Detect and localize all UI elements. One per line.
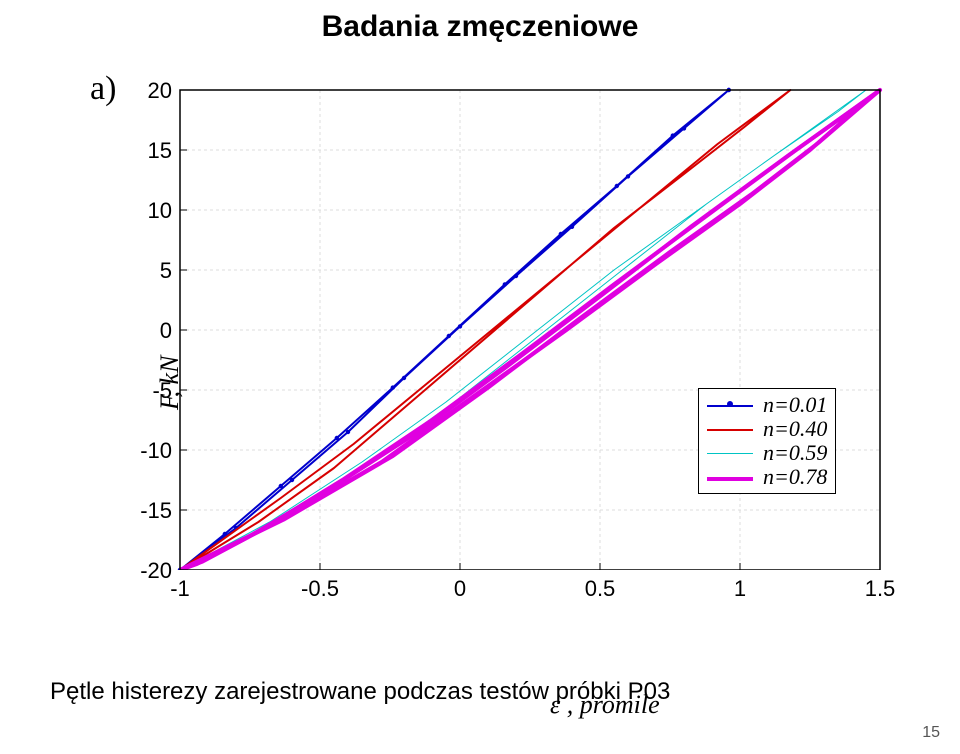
y-tick: 20 (122, 78, 172, 104)
panel-label: a) (90, 70, 116, 108)
x-tick: -1 (150, 576, 210, 602)
page-number: 15 (922, 724, 940, 742)
legend-swatch (707, 395, 753, 415)
y-tick: 5 (122, 258, 172, 284)
x-axis-label: ε , promile (550, 690, 660, 720)
x-tick: 0 (430, 576, 490, 602)
legend-item: n=0.40 (707, 417, 827, 441)
legend: n=0.01n=0.40n=0.59n=0.78 (698, 388, 836, 494)
legend-item: n=0.59 (707, 441, 827, 465)
legend-label: n=0.40 (763, 416, 827, 442)
chart-svg (120, 80, 890, 570)
legend-item: n=0.01 (707, 393, 827, 417)
legend-label: n=0.78 (763, 464, 827, 490)
y-tick: 0 (122, 318, 172, 344)
x-tick: 0.5 (570, 576, 630, 602)
x-tick: -0.5 (290, 576, 350, 602)
chart: F, kN ε , promile -20-15-10-505101520 -1… (120, 80, 890, 575)
legend-swatch (707, 419, 753, 439)
legend-label: n=0.59 (763, 440, 827, 466)
legend-swatch (707, 467, 753, 487)
y-tick: 10 (122, 198, 172, 224)
x-tick: 1 (710, 576, 770, 602)
x-tick: 1.5 (850, 576, 910, 602)
legend-swatch (707, 443, 753, 463)
legend-item: n=0.78 (707, 465, 827, 489)
y-tick: -5 (122, 378, 172, 404)
slide-title: Badania zmęczeniowe (0, 10, 960, 44)
y-tick: -10 (122, 438, 172, 464)
y-tick: -15 (122, 498, 172, 524)
y-tick: 15 (122, 138, 172, 164)
legend-label: n=0.01 (763, 392, 827, 418)
